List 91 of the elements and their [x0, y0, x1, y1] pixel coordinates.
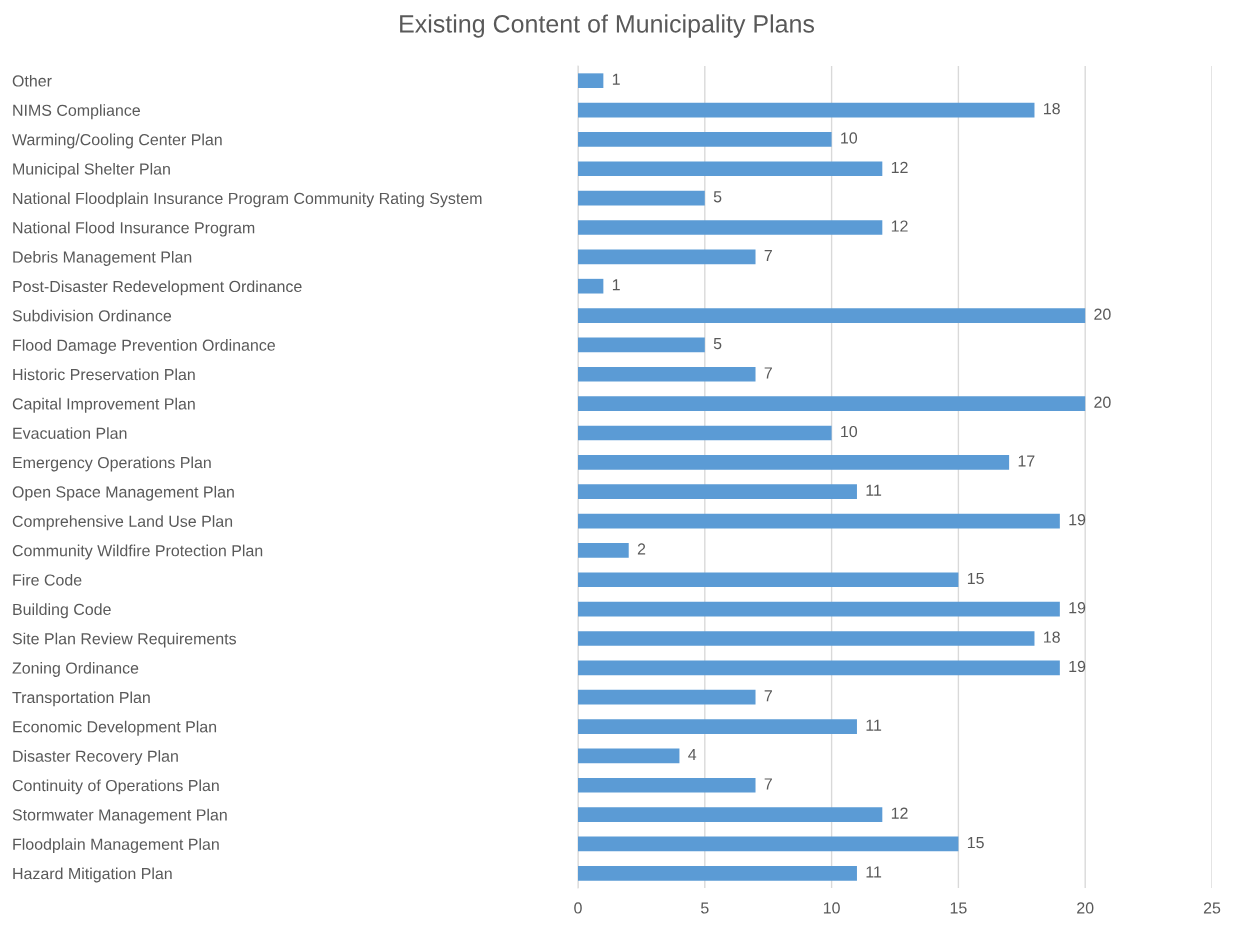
y-tick-label: Transportation Plan [12, 691, 150, 707]
data-label: 19 [1069, 602, 1086, 614]
bar [578, 425, 832, 441]
x-tick-label: 0 [574, 902, 582, 914]
x-tick-label: 5 [701, 902, 709, 914]
bar [578, 631, 1035, 646]
y-tick-label: Building Code [13, 603, 111, 619]
bar [578, 601, 1060, 617]
y-tick-label: Hazard Mitigation Plan [13, 867, 172, 883]
y-tick-label: Community Wildfire Protection Plan [12, 544, 263, 560]
x-tick-label: 15 [950, 902, 967, 914]
data-label: 5 [713, 338, 722, 350]
y-tick-label: Historic Preservation Plan [13, 368, 195, 381]
bar [578, 513, 1060, 529]
y-tick-label: Floodplain Management Plan [13, 838, 219, 854]
y-tick-label: Economic Development Plan [13, 720, 217, 736]
x-tick-label: 20 [1077, 902, 1094, 914]
bar [578, 337, 705, 353]
y-tick-label: Zoning Ordinance [12, 662, 139, 677]
bar [578, 865, 857, 881]
data-label: 7 [764, 249, 772, 261]
data-label: 12 [891, 220, 908, 232]
x-tick-label: 10 [823, 902, 840, 914]
data-label: 7 [764, 690, 772, 702]
y-tick-label: Disaster Recovery Plan [13, 750, 178, 765]
y-tick-label: Emergency Operations Plan [13, 456, 211, 472]
bar [578, 777, 756, 793]
y-tick-label: Evacuation Plan [13, 427, 127, 439]
data-label: 2 [637, 543, 646, 555]
data-label: 7 [764, 778, 772, 790]
data-label: 5 [713, 191, 722, 203]
data-label: 19 [1069, 514, 1086, 526]
y-tick-label: Stormwater Management Plan [12, 808, 227, 824]
data-label: 12 [891, 161, 908, 173]
bar [578, 543, 629, 558]
data-label: 19 [1069, 660, 1086, 673]
data-label: 11 [866, 866, 882, 878]
y-tick-label: Comprehensive Land Use Plan [12, 515, 233, 531]
y-tick-label: Subdivision Ordinance [12, 309, 172, 322]
bar [578, 278, 604, 294]
data-label: 15 [967, 837, 984, 849]
data-label: 11 [866, 484, 882, 496]
bar [578, 689, 756, 705]
data-label: 12 [891, 807, 908, 819]
bar [578, 132, 832, 147]
data-label: 11 [866, 719, 882, 731]
data-label: 17 [1018, 455, 1035, 467]
bar [578, 807, 883, 822]
bar [578, 396, 1086, 411]
bar [578, 366, 756, 382]
data-label: 15 [967, 572, 984, 585]
chart-title: Existing Content of Municipality Plans [400, 14, 815, 38]
y-tick-label: Post-Disaster Redevelopment Ordinance [13, 280, 302, 296]
data-label: 18 [1044, 631, 1060, 643]
y-tick-label: Site Plan Review Requirements [12, 632, 237, 648]
y-tick-label: Continuity of Operations Plan [12, 779, 219, 795]
data-label: 20 [1094, 396, 1111, 408]
y-tick-label: Capital Improvement Plan [12, 397, 195, 413]
bar [578, 73, 604, 89]
y-tick-label: National Flood Insurance Program [13, 221, 255, 237]
bar [578, 748, 680, 764]
bar [578, 308, 1086, 323]
bar [578, 572, 959, 588]
data-label: 4 [688, 749, 697, 761]
y-tick-label: Fire Code [13, 573, 82, 586]
data-label: 10 [841, 425, 858, 438]
data-label: 20 [1094, 308, 1111, 320]
y-tick-label: National Floodplain Insurance Program Community Rating System [13, 192, 482, 208]
data-label: 1 [612, 73, 620, 85]
data-label: 10 [841, 132, 858, 144]
bar [578, 836, 959, 852]
bar [578, 719, 857, 734]
bar [578, 190, 705, 206]
data-label: 1 [612, 279, 620, 291]
y-tick-label: Open Space Management Plan [12, 485, 234, 501]
y-tick-label: Other [12, 74, 52, 87]
bar [578, 484, 857, 500]
y-tick-label: Municipal Shelter Plan [13, 162, 170, 178]
bar [578, 161, 883, 177]
bar [578, 220, 883, 235]
bar [578, 660, 1060, 676]
bar [578, 454, 1010, 470]
y-tick-label: Debris Management Plan [13, 251, 192, 266]
y-tick-label: Flood Damage Prevention Ordinance [13, 339, 275, 354]
x-tick-label: 25 [1203, 902, 1221, 914]
bar [578, 102, 1035, 118]
y-tick-label: Warming/Cooling Center Plan [12, 133, 222, 149]
data-label: 18 [1044, 103, 1060, 115]
y-tick-label: NIMS Compliance [13, 104, 140, 120]
bar [578, 249, 756, 265]
data-label: 7 [764, 367, 772, 379]
